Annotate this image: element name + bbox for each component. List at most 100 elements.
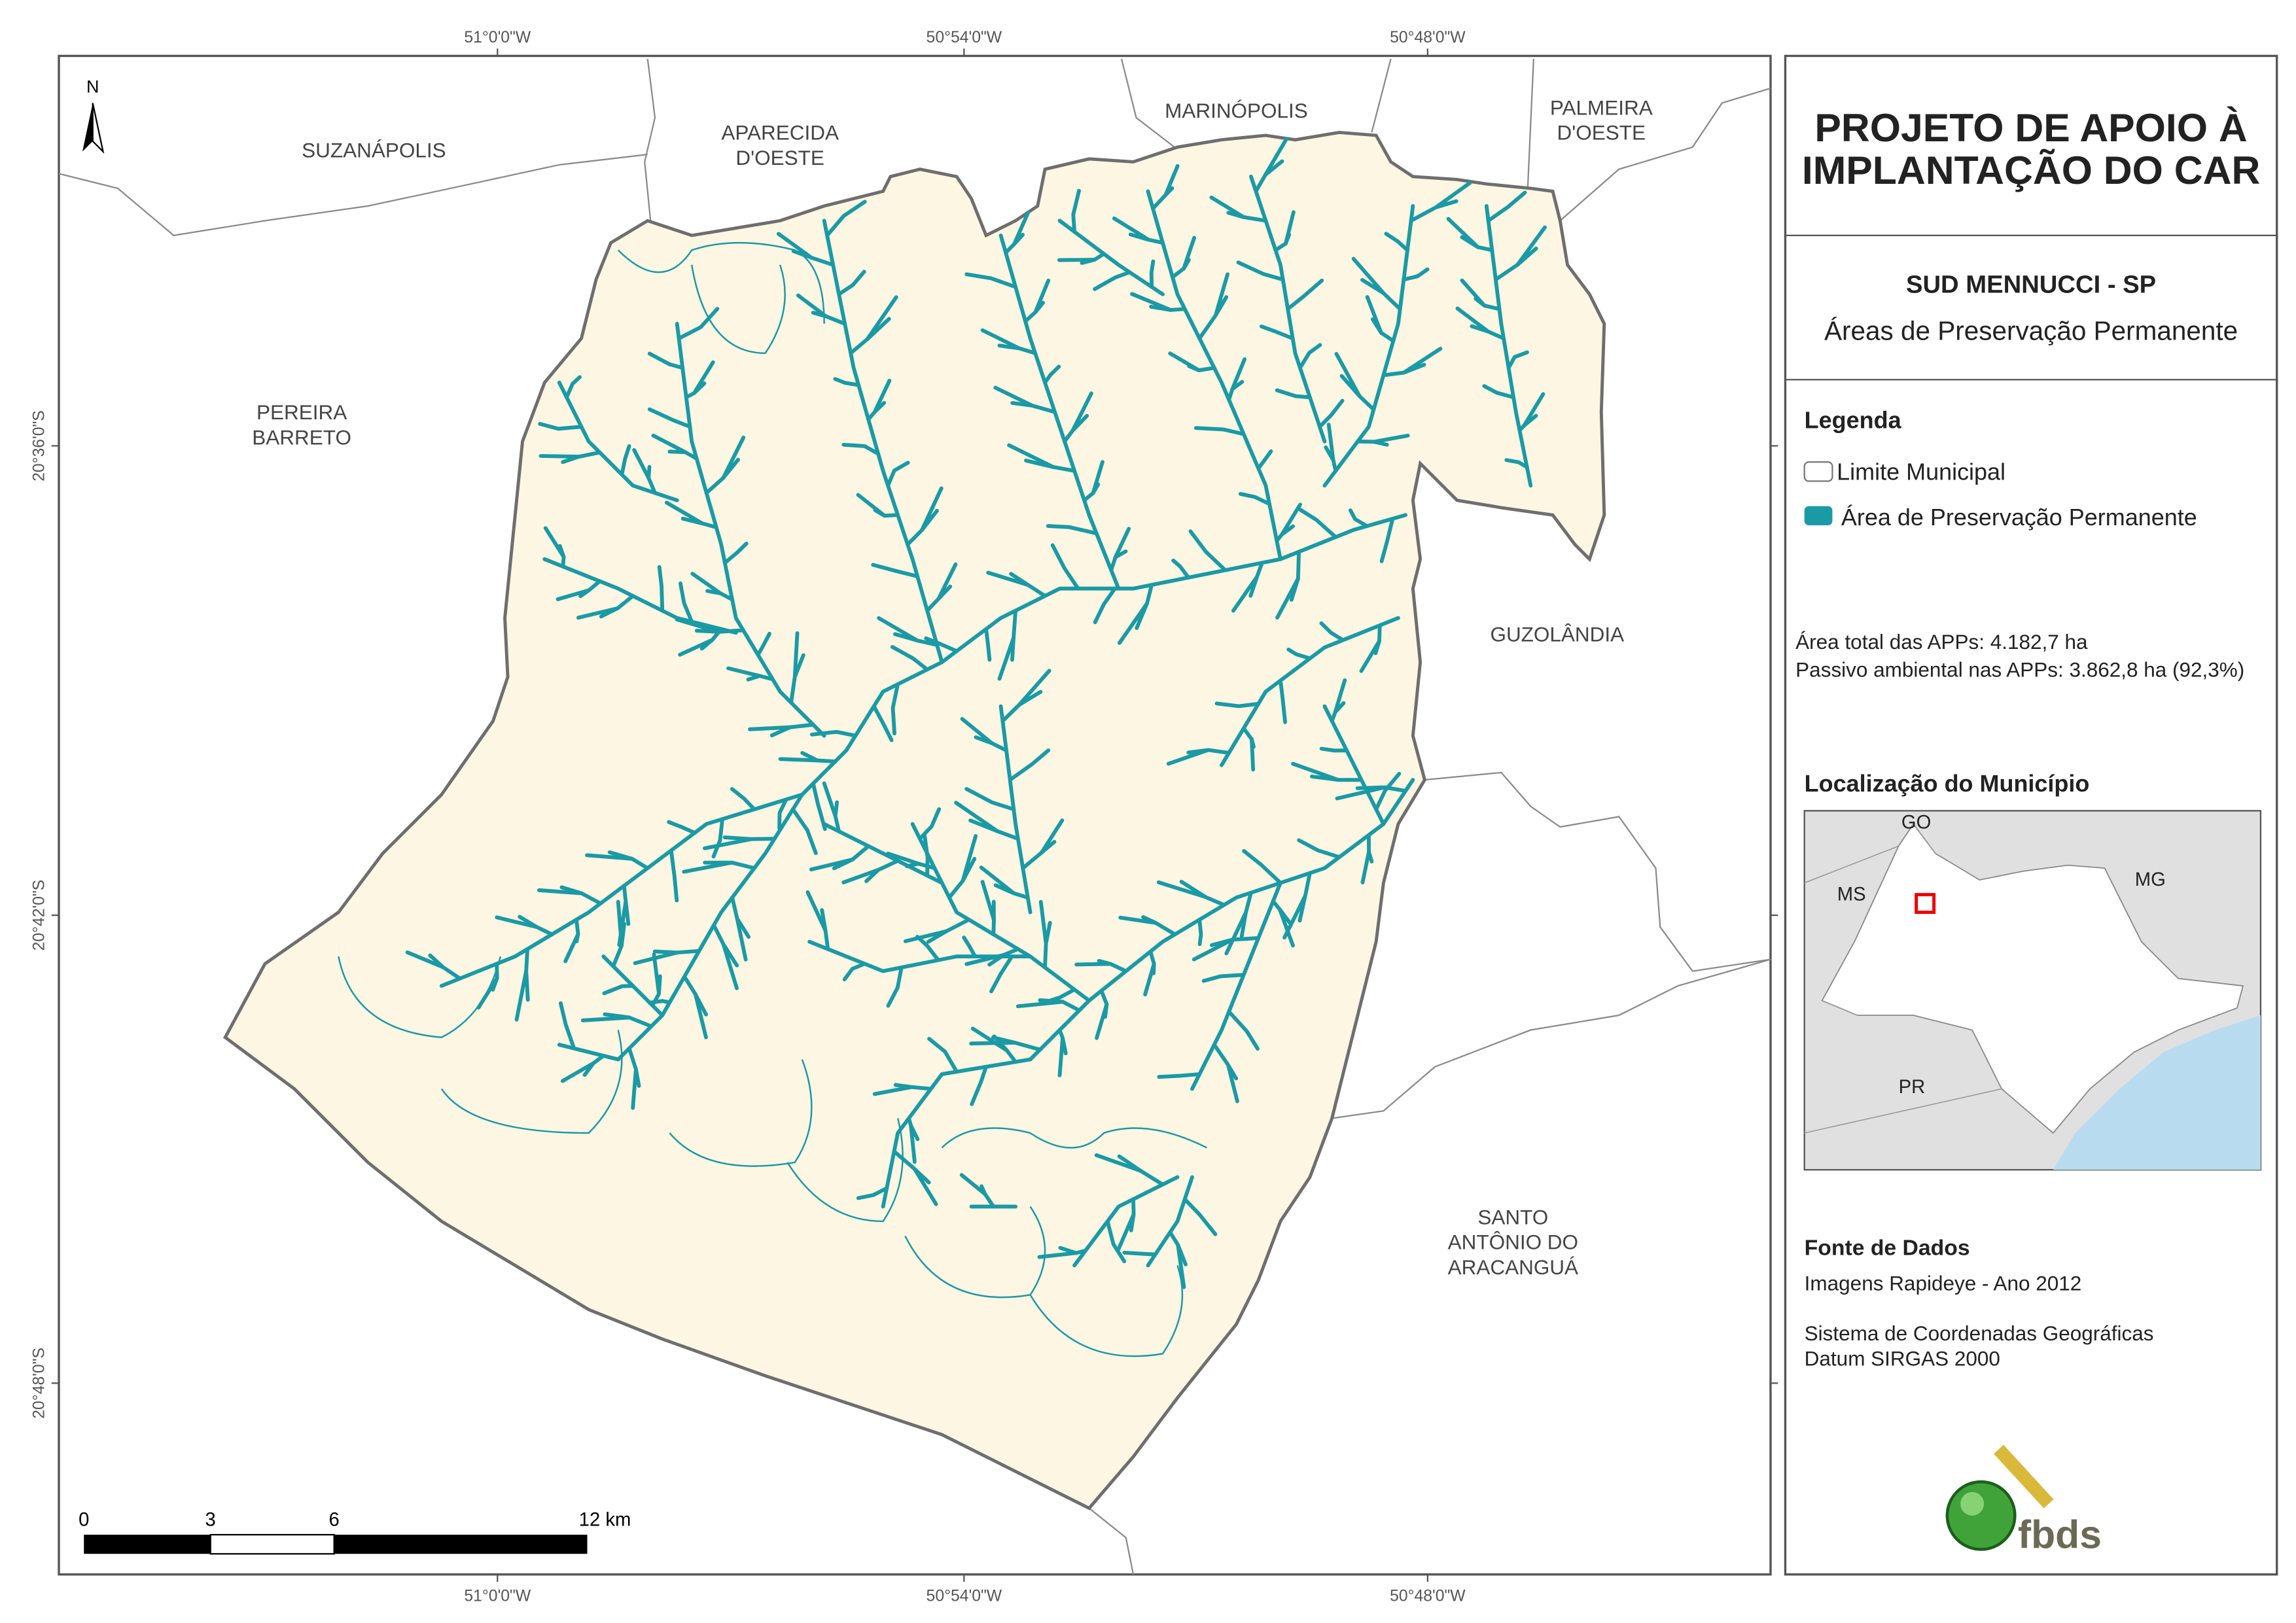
stream — [792, 631, 800, 679]
stream — [1037, 987, 1076, 1006]
stream — [721, 435, 746, 480]
graticule-labels: 51°0'0"W 51°0'0"W 50°54'0"W 50°54'0"W 50°48'… — [31, 29, 1778, 1605]
logo-highlight — [1960, 1492, 1985, 1516]
scale-label: 6 — [328, 1510, 339, 1531]
stream — [1156, 880, 1208, 899]
stream — [678, 638, 715, 657]
stream — [822, 218, 944, 665]
logo-bar — [1994, 1444, 2054, 1509]
stream — [1214, 701, 1261, 708]
stream — [903, 929, 949, 943]
border-line — [1371, 58, 1392, 133]
scale-seg — [209, 1533, 335, 1555]
stream — [822, 822, 944, 885]
scale-label: 3 — [205, 1510, 216, 1531]
stream — [890, 644, 930, 672]
stream — [822, 781, 838, 818]
stream — [679, 581, 694, 624]
stream — [1384, 232, 1409, 253]
scale-seg — [334, 1535, 588, 1554]
stream — [1201, 973, 1246, 983]
neighbor-label: BARRETO — [252, 425, 351, 449]
stream — [1371, 433, 1410, 444]
stream — [1279, 678, 1288, 724]
stream — [537, 888, 584, 896]
source-title: Fonte de Dados — [1805, 1236, 1970, 1261]
stream — [970, 1064, 988, 1106]
stream — [979, 865, 1016, 896]
stream — [886, 851, 921, 866]
stream — [1050, 543, 1080, 591]
stream — [1250, 737, 1256, 772]
stream — [872, 704, 894, 742]
app-outline — [669, 1059, 813, 1167]
stream — [514, 969, 529, 1022]
stream — [1168, 351, 1201, 372]
stream — [856, 493, 887, 518]
stream — [841, 442, 881, 456]
stream — [1192, 937, 1235, 962]
stream — [558, 1001, 576, 1051]
stream — [1286, 278, 1324, 311]
neighbor-label: ANTÔNIO DO — [1448, 1230, 1578, 1254]
stream — [1118, 915, 1158, 925]
stream — [936, 562, 958, 601]
stream — [912, 1166, 938, 1206]
stream — [405, 950, 446, 969]
stream — [909, 1123, 917, 1164]
stream — [677, 307, 720, 341]
stream — [1263, 137, 1289, 177]
stream — [692, 360, 715, 395]
logo-text: fbds — [2018, 1512, 2102, 1556]
neighbor-label: PALMEIRA — [1550, 96, 1653, 119]
stream — [651, 433, 688, 455]
stream — [1275, 388, 1312, 400]
stream — [809, 857, 855, 872]
stream — [1146, 189, 1282, 561]
stream — [726, 666, 762, 678]
neighbor-label: D'OESTE — [1557, 121, 1646, 145]
stream — [602, 984, 635, 996]
stream — [790, 807, 818, 856]
stream — [964, 272, 1017, 289]
stream — [1256, 449, 1273, 470]
stream — [997, 636, 1016, 681]
stream — [1143, 962, 1156, 997]
stream — [1259, 324, 1295, 341]
stream — [580, 1015, 631, 1022]
stream — [805, 890, 828, 933]
app-outline — [1029, 1265, 1184, 1357]
legend-swatch — [1803, 461, 1833, 482]
stream — [617, 899, 628, 947]
border-line — [58, 154, 648, 237]
stream — [631, 1067, 638, 1110]
neighbor-label: MARINÓPOLIS — [1165, 99, 1308, 122]
stream — [1113, 527, 1131, 559]
border-line — [1527, 58, 1534, 188]
stream — [1017, 669, 1051, 707]
coord-label: 50°54'0"W — [927, 1587, 1002, 1605]
inset-map: GO MS MG PR — [1803, 810, 2262, 1171]
scale-label: 0 — [79, 1510, 89, 1531]
stream — [1460, 278, 1487, 308]
stream — [998, 704, 1033, 915]
stream — [647, 351, 685, 370]
inset-label: MG — [2135, 869, 2166, 890]
stream — [756, 631, 771, 657]
border-line — [1424, 771, 1771, 972]
stream — [1093, 270, 1132, 291]
stream — [1319, 621, 1345, 642]
app-outline — [440, 1030, 623, 1134]
stream — [1455, 306, 1491, 334]
stream — [886, 966, 904, 1008]
stream — [557, 1013, 665, 1062]
legend-label: Área de Preservação Permanente — [1841, 504, 2197, 531]
stream — [1374, 771, 1402, 812]
arrow-right — [92, 103, 105, 154]
stream — [1319, 746, 1349, 753]
stream — [1057, 1036, 1065, 1077]
stream — [1522, 392, 1545, 428]
stream — [777, 797, 788, 831]
stream — [1190, 881, 1282, 1091]
stream — [657, 565, 665, 613]
